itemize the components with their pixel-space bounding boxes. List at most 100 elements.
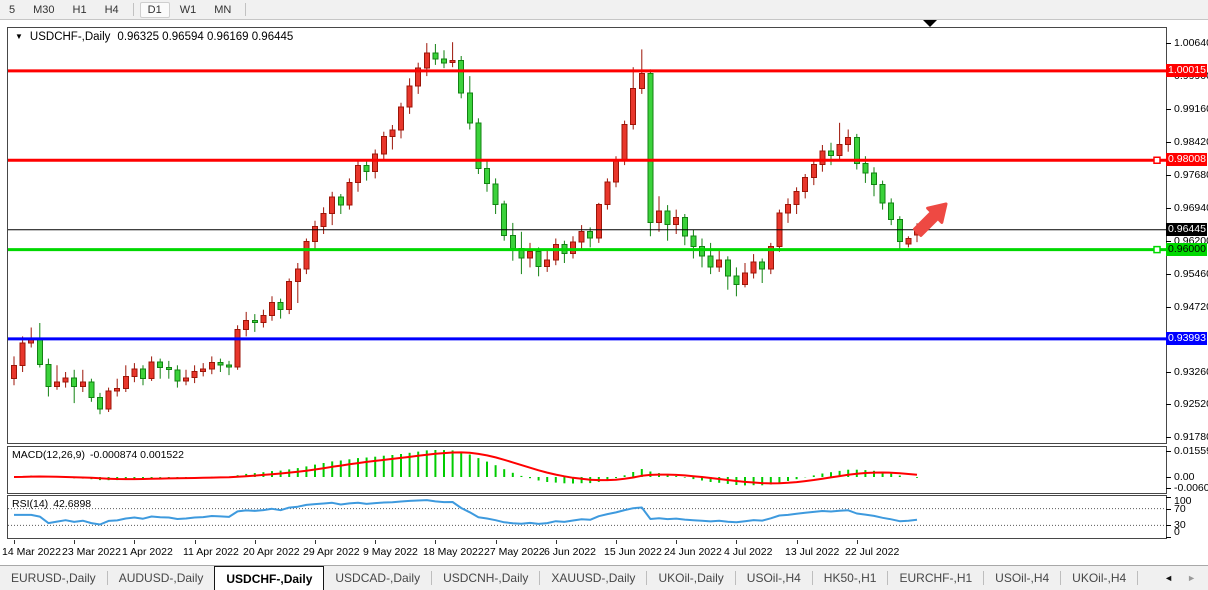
tab-scroll-right-icon[interactable]: ►: [1187, 573, 1196, 583]
chart-tab-ukoil-h4[interactable]: UKOil-,H4: [1072, 571, 1127, 585]
candle: [802, 174, 809, 199]
candle: [690, 229, 697, 259]
price-axis: 1.006400.999000.991600.984200.976800.969…: [1166, 0, 1208, 565]
tab-separator: [811, 571, 813, 585]
candle: [389, 125, 396, 150]
candle: [518, 231, 525, 275]
candle: [88, 378, 95, 402]
candle: [509, 222, 516, 261]
candle: [380, 131, 387, 161]
date-axis-label: 4 Jul 2022: [724, 546, 773, 558]
candle: [449, 42, 456, 68]
candle: [647, 69, 654, 237]
hline-anchor[interactable]: [1153, 156, 1161, 165]
chart-tab-usdcad-daily[interactable]: USDCAD-,Daily: [335, 571, 421, 585]
rsi-panel[interactable]: RSI(14) 42.6898: [7, 495, 1167, 539]
macd-axis-label: -0.006055: [1174, 482, 1208, 494]
chart-tab-usdchf-daily[interactable]: USDCHF-,Daily: [214, 566, 325, 590]
candle: [269, 296, 275, 321]
chart-tab-eurchf-h1[interactable]: EURCHF-,H1: [899, 571, 973, 585]
rsi-label: RSI(14) 42.6898: [12, 498, 91, 510]
candle: [398, 102, 404, 139]
candle: [836, 122, 843, 161]
candle: [767, 242, 774, 275]
main-chart-panel[interactable]: ▼ USDCHF-,Daily 0.96325 0.96594 0.96169 …: [7, 27, 1167, 444]
date-axis-tick: [797, 540, 798, 544]
candle: [673, 209, 680, 234]
candle: [36, 323, 43, 368]
candle: [79, 369, 86, 392]
hlines-layer: [8, 69, 1166, 341]
chart-tab-usdcnh-daily[interactable]: USDCNH-,Daily: [443, 571, 529, 585]
candle: [724, 256, 731, 290]
date-axis-tick: [255, 540, 256, 544]
chart-tab-usoil-h4[interactable]: USOil-,H4: [995, 571, 1050, 585]
rsi-name: RSI(14): [12, 498, 49, 510]
price-line-badge: 0.93993: [1166, 332, 1207, 345]
price-axis-tick: [1166, 274, 1171, 275]
timeframe-button-H4[interactable]: H4: [104, 3, 119, 16]
rsi-axis-label: 70: [1174, 503, 1186, 515]
date-axis-label: 13 Jul 2022: [785, 546, 840, 558]
chart-tab-usoil-h4[interactable]: USOil-,H4: [746, 571, 801, 585]
timeframe-button-D1[interactable]: D1: [139, 1, 170, 18]
candle: [570, 236, 576, 259]
candle: [217, 358, 224, 372]
chart-tab-ukoil-daily[interactable]: UKOil-,Daily: [658, 571, 724, 585]
price-axis-tick: [1166, 437, 1171, 438]
candle: [501, 200, 508, 241]
chart-tab-eurusd-daily[interactable]: EURUSD-,Daily: [11, 571, 96, 585]
trend-arrow-annotation[interactable]: [913, 202, 948, 237]
macd-panel[interactable]: MACD(12,26,9) -0.000874 0.001522: [7, 446, 1167, 494]
chart-tab-xauusd-daily[interactable]: XAUUSD-,Daily: [551, 571, 636, 585]
candle: [630, 67, 637, 130]
rsi-axis-tick: [1166, 497, 1171, 498]
date-axis-tick: [676, 540, 677, 544]
macd-signal-line: [13, 451, 918, 485]
candle: [11, 356, 17, 386]
price-axis-label: 0.91780: [1174, 431, 1208, 443]
tab-scroll-left-icon[interactable]: ◄: [1164, 573, 1174, 583]
rsi-axis-tick: [1166, 525, 1171, 526]
timeframe-button-M30[interactable]: M30: [33, 3, 55, 16]
macd-axis-label: 0.015596: [1174, 445, 1208, 457]
candle: [879, 180, 886, 210]
chart-menu-icon[interactable]: ▼: [15, 32, 23, 41]
candle: [140, 365, 146, 386]
candle: [346, 178, 353, 210]
candle: [165, 360, 172, 379]
hline-anchor[interactable]: [1153, 245, 1161, 254]
candle: [699, 238, 705, 268]
candle: [208, 356, 215, 375]
date-axis-tick: [14, 540, 15, 544]
chart-tab-hk50-h1[interactable]: HK50-,H1: [823, 571, 877, 585]
timeframe-button-W1[interactable]: W1: [179, 3, 197, 16]
candle: [337, 194, 344, 214]
date-axis-label: 15 Jun 2022: [604, 546, 662, 558]
price-axis-tick: [1166, 372, 1171, 373]
candle: [97, 392, 103, 415]
candle: [742, 263, 748, 288]
candle: [535, 247, 542, 277]
price-axis-tick: [1166, 43, 1171, 44]
price-axis-tick: [1166, 208, 1171, 209]
rsi-axis-tick: [1166, 509, 1171, 510]
candle: [484, 160, 490, 192]
timeframe-button-H1[interactable]: H1: [72, 3, 87, 16]
chart-tab-audusd-daily[interactable]: AUDUSD-,Daily: [118, 571, 204, 585]
candle: [896, 216, 903, 250]
price-chart-canvas[interactable]: [8, 28, 1166, 443]
date-axis-label: 1 Apr 2022: [122, 546, 173, 558]
candle: [561, 240, 568, 263]
candle: [183, 369, 189, 386]
candle: [578, 225, 585, 250]
candle: [251, 314, 258, 332]
timeframe-button-MN[interactable]: MN: [214, 3, 232, 16]
rsi-value: 42.6898: [53, 498, 92, 510]
timeframe-button-5[interactable]: 5: [9, 3, 16, 16]
chart-shift-marker-icon[interactable]: [923, 20, 937, 27]
